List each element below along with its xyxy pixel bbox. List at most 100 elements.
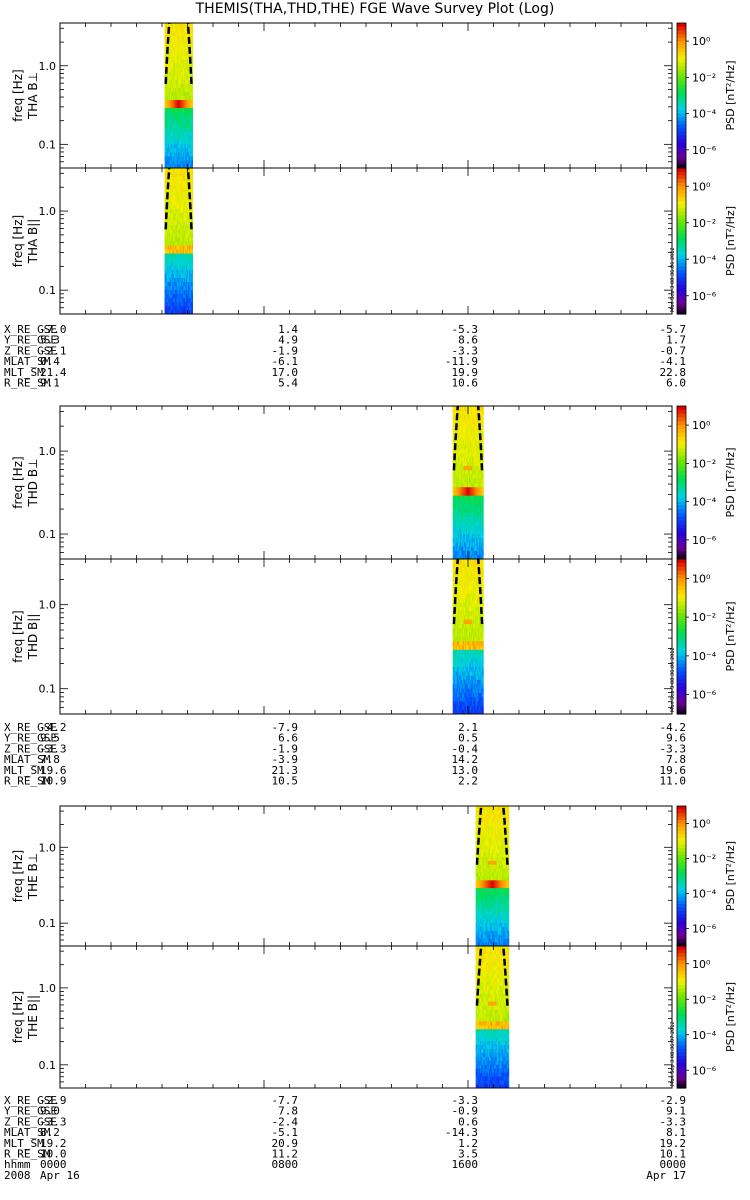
ephemeris-value: -3.3: [452, 344, 479, 357]
time-tick-label: 1600: [452, 1158, 479, 1171]
panel-ylabel: THD B⊥: [26, 458, 40, 507]
ephemeris-value: -3.9: [272, 753, 299, 766]
ephemeris-value: 5.4: [278, 377, 298, 390]
thd-bperp-spectrogram: [452, 406, 484, 560]
ytick-label: 0.1: [39, 528, 57, 541]
ephemeris-value: 8.1: [666, 1126, 686, 1139]
ytick-label: 1.0: [39, 60, 57, 73]
colorbar-tick-label: 10⁻⁴: [692, 888, 717, 901]
ephemeris-value: 6.0: [666, 377, 686, 390]
panel-ylabel: THA B⊥: [26, 72, 40, 120]
ephemeris-value: 8.6: [458, 334, 478, 347]
colorbar-tick-label: 10⁻⁶: [692, 534, 717, 547]
colorbar-tick-label: 10⁻⁶: [692, 290, 717, 303]
thd-bperp-colorbar: 10⁰ 10⁻² 10⁻⁴ 10⁻⁶ PSD [nT²/Hz]: [676, 405, 737, 560]
colorbar-label: PSD [nT²/Hz]: [724, 60, 737, 130]
ephemeris-value: 10.5: [272, 775, 299, 788]
colorbar-tick-label: 10⁰: [692, 180, 711, 193]
panel-yunit: freq [Hz]: [11, 610, 25, 662]
colorbar-tick-label: 10⁻⁶: [692, 923, 717, 936]
the-bperp-panel: 1.0 0.1 THE B⊥freq [Hz]: [11, 805, 673, 947]
ephemeris-label: X_RE_GSE: [4, 721, 57, 734]
panel-yunit: freq [Hz]: [11, 456, 25, 508]
colorbar-tick-label: 10⁻⁴: [692, 496, 717, 509]
ephemeris-label: Y_RE_GSE: [4, 334, 57, 347]
ephemeris-value: -1.9: [272, 344, 299, 357]
ephemeris-value: -3.3: [660, 1115, 687, 1128]
the-bperp-spectrogram: [475, 806, 510, 947]
generation-stamp: Mon Sep 3 08:36:06 2012: [670, 647, 676, 712]
colorbar-tick-label: 10⁰: [692, 958, 711, 971]
ytick-label: 0.1: [39, 284, 57, 297]
panel-ylabel: THE B⊥: [26, 853, 40, 900]
ephemeris-value: 21.4: [40, 366, 67, 379]
tha-bperp-colorbar: 10⁰ 10⁻² 10⁻⁴ 10⁻⁶ PSD [nT²/Hz]: [676, 22, 737, 169]
thd-bpar-spectrogram: [452, 559, 484, 715]
ephemeris-value: 22.8: [660, 366, 687, 379]
generation-stamp: Mon Sep 3 08:36:07 2012: [670, 1021, 676, 1086]
ephemeris-value: 6.6: [278, 732, 298, 745]
ephemeris-value: -3.3: [40, 742, 67, 755]
colorbar-tick-label: 10⁻²: [692, 853, 716, 866]
ephemeris-value: 11.2: [272, 1148, 299, 1161]
ephemeris-value: 20.9: [272, 1137, 299, 1150]
ytick-label: 0.1: [39, 917, 57, 930]
panel-ylabel: THA B||: [26, 219, 40, 265]
ytick-label: 1.0: [39, 445, 57, 458]
ephemeris-value: -3.3: [40, 1115, 67, 1128]
ephemeris-value: -2.4: [272, 1115, 299, 1128]
ephemeris-value: 1.7: [666, 334, 686, 347]
colorbar-label: PSD [nT²/Hz]: [724, 841, 737, 911]
ephemeris-value: -2.9: [40, 1094, 67, 1107]
ephemeris-value: 10.9: [40, 775, 67, 788]
ephemeris-value: 2.1: [458, 721, 478, 734]
panel-yunit: freq [Hz]: [11, 850, 25, 902]
ephemeris-label: Z_RE_GSE: [4, 742, 57, 755]
tha-bpar-spectrogram: [164, 168, 193, 315]
colorbar-tick-label: 10⁰: [692, 35, 711, 48]
ephemeris-value: -0.4: [452, 742, 479, 755]
ephemeris-value: 21.3: [272, 764, 299, 777]
ephemeris-label: MLT_SM: [4, 1137, 44, 1150]
ephemeris-label: Y_RE_GSE: [4, 1105, 57, 1118]
ephemeris-value: 0.6: [458, 1115, 478, 1128]
thd-bperp-panel: 1.0 0.1 THD B⊥freq [Hz]: [11, 405, 673, 560]
ephemeris-label: R_RE_SM: [4, 1148, 51, 1161]
ephemeris-value: 19.2: [660, 1137, 687, 1150]
ephemeris-value: 7.8: [666, 753, 686, 766]
colorbar-tick-label: 10⁻⁶: [692, 144, 717, 157]
ephemeris-value: -4.2: [40, 721, 67, 734]
date-tick-label: Apr 17: [646, 1169, 686, 1182]
ephemeris-value: 13.0: [452, 764, 479, 777]
panel-yunit: freq [Hz]: [11, 69, 25, 121]
ephemeris-value: 9.5: [40, 732, 60, 745]
colorbar-tick-label: 10⁻⁴: [692, 108, 717, 121]
panel-ylabel: THD B||: [26, 614, 40, 661]
tha-bperp-panel: 1.0 0.1 THA B⊥freq [Hz]: [11, 22, 673, 169]
ephemeris-value: 9.1: [666, 1105, 686, 1118]
ephemeris-value: 9.6: [666, 732, 686, 745]
ephemeris-value: -5.7: [660, 323, 687, 336]
ephemeris-value: 19.6: [660, 764, 687, 777]
ephemeris-value: -5.1: [272, 1126, 299, 1139]
ephemeris-label: Z_RE_GSE: [4, 344, 57, 357]
ephemeris-label: R_RE_SM: [4, 377, 51, 390]
colorbar-tick-label: 10⁻⁶: [692, 689, 717, 702]
panel-yunit: freq [Hz]: [11, 215, 25, 267]
ephemeris-label: MLAT_SM: [4, 355, 51, 368]
ephemeris-value: 1.2: [458, 1137, 478, 1150]
ephemeris-label: X_RE_GSE: [4, 323, 57, 336]
time-tick-label: 0800: [272, 1158, 299, 1171]
time-tick-label: 0000: [660, 1158, 687, 1171]
tha-bpar-colorbar: 10⁰ 10⁻² 10⁻⁴ 10⁻⁶ PSD [nT²/Hz]: [676, 167, 737, 315]
ephemeris-value: 7.8: [40, 753, 60, 766]
tha-bperp-fc-traces: [164, 22, 193, 84]
ephemeris-value: -3.3: [660, 742, 687, 755]
ephemeris-value: -4.1: [660, 355, 687, 368]
colorbar-label: PSD [nT²/Hz]: [724, 206, 737, 276]
ephemeris-value: -7.7: [272, 1094, 299, 1107]
ephemeris-value: 17.0: [272, 366, 299, 379]
colorbar-tick-label: 10⁻²: [692, 71, 716, 84]
